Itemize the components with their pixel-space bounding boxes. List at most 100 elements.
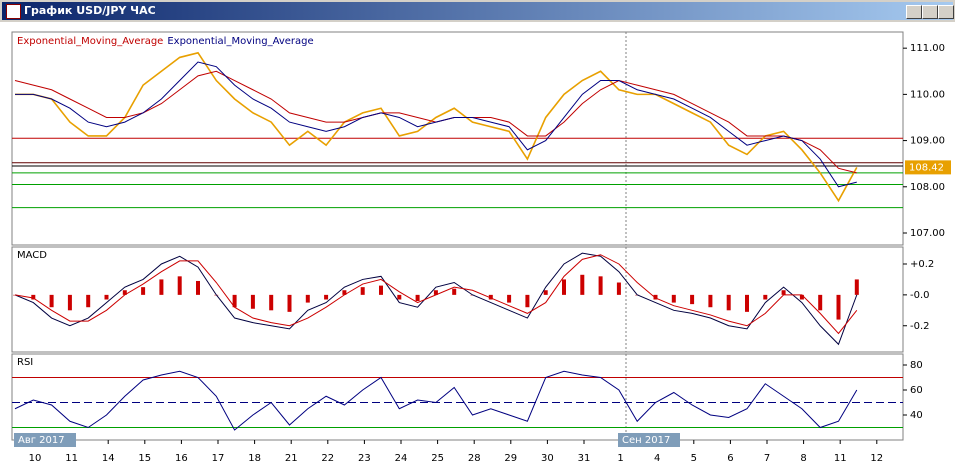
month-label-box bbox=[618, 433, 680, 447]
x-tick-label: 11 bbox=[65, 453, 78, 464]
histogram-bar bbox=[598, 276, 603, 295]
histogram-bar bbox=[379, 285, 383, 295]
panel-frame bbox=[11, 353, 904, 441]
month-label: Сен 2017 bbox=[622, 435, 670, 446]
histogram-bar bbox=[122, 290, 127, 295]
histogram-bar bbox=[324, 294, 329, 300]
x-tick-label: 29 bbox=[504, 453, 517, 464]
histogram-bar bbox=[562, 279, 566, 295]
histogram-bar bbox=[104, 294, 109, 300]
histogram-bar bbox=[708, 294, 713, 308]
x-tick-label: 8 bbox=[800, 453, 806, 464]
x-tick-label: 24 bbox=[395, 453, 408, 464]
histogram-bar bbox=[763, 294, 768, 300]
panel-frame bbox=[11, 246, 904, 353]
histogram-bar bbox=[616, 282, 621, 295]
histogram-bar bbox=[232, 294, 237, 308]
histogram-bar bbox=[543, 290, 548, 295]
legend-entry: Exponential_Moving_Average bbox=[17, 36, 163, 47]
window-icon bbox=[6, 4, 21, 19]
histogram-bar bbox=[305, 294, 310, 303]
y-tick-label: 111.00 bbox=[910, 43, 945, 54]
chart: 111.00 110.00 109.00 108.00 107.00 Exponentia… bbox=[0, 22, 955, 476]
x-tick-label: 31 bbox=[578, 453, 591, 464]
series-line bbox=[14, 370, 858, 431]
histogram-bar bbox=[726, 294, 731, 311]
histogram-bar bbox=[671, 294, 676, 303]
histogram-bar bbox=[690, 294, 695, 305]
panel-title: RSI bbox=[17, 357, 33, 368]
histogram-bar bbox=[488, 294, 493, 300]
y-tick-label: 80 bbox=[910, 360, 923, 371]
x-tick-label: 15 bbox=[138, 453, 151, 464]
series-line bbox=[15, 51, 858, 203]
x-tick-label: 6 bbox=[727, 453, 733, 464]
histogram-bar bbox=[507, 294, 512, 303]
histogram-bar bbox=[397, 294, 402, 300]
histogram-bar bbox=[342, 290, 347, 295]
y-tick-label: -0.2 bbox=[910, 321, 930, 332]
close-button[interactable] bbox=[938, 5, 954, 19]
histogram-bar bbox=[433, 290, 438, 295]
histogram-bar bbox=[86, 294, 91, 308]
x-tick-label: 17 bbox=[212, 453, 225, 464]
y-tick-label: -0.0 bbox=[910, 290, 930, 301]
maximize-button[interactable] bbox=[922, 5, 938, 19]
series-line bbox=[14, 254, 858, 335]
y-tick-label: 107.00 bbox=[910, 228, 945, 239]
histogram-bar bbox=[525, 294, 530, 308]
histogram-bar bbox=[745, 294, 749, 312]
histogram-bar bbox=[452, 288, 457, 295]
histogram-bar bbox=[360, 287, 365, 295]
x-tick-label: 18 bbox=[248, 453, 261, 464]
minimize-button[interactable] bbox=[906, 5, 922, 19]
price-label: 108.42 bbox=[909, 162, 944, 173]
histogram-bar bbox=[580, 274, 585, 295]
y-tick-label: 109.00 bbox=[910, 136, 945, 147]
legend-entry: Exponential_Moving_Average bbox=[167, 36, 313, 47]
x-tick-label: 16 bbox=[175, 453, 188, 464]
histogram-bar bbox=[415, 294, 420, 302]
x-tick-label: 25 bbox=[431, 453, 444, 464]
y-tick-label: 110.00 bbox=[910, 89, 945, 100]
x-tick-label: 1 bbox=[617, 453, 623, 464]
x-tick-label: 30 bbox=[541, 453, 554, 464]
histogram-bar bbox=[836, 294, 841, 320]
x-tick-label: 11 bbox=[834, 453, 847, 464]
price-label-box bbox=[905, 160, 951, 175]
x-tick-label: 23 bbox=[358, 453, 371, 464]
title-bar: График USD/JPY ЧАС bbox=[2, 2, 954, 20]
histogram-bar bbox=[287, 294, 292, 312]
x-tick-label: 7 bbox=[764, 453, 770, 464]
histogram-bar bbox=[818, 294, 823, 311]
histogram-bar bbox=[31, 294, 36, 300]
y-tick-label: +0.2 bbox=[910, 259, 934, 270]
y-tick-label: 108.00 bbox=[910, 182, 945, 193]
x-tick-label: 21 bbox=[285, 453, 298, 464]
histogram-bar bbox=[67, 294, 72, 311]
x-tick-label: 28 bbox=[468, 453, 481, 464]
histogram-bar bbox=[250, 294, 255, 309]
histogram-bar bbox=[269, 294, 274, 311]
x-tick-label: 14 bbox=[102, 453, 115, 464]
y-tick-label: 40 bbox=[910, 410, 923, 421]
histogram-bar bbox=[781, 290, 786, 295]
histogram-bar bbox=[141, 287, 146, 295]
x-tick-label: 5 bbox=[691, 453, 697, 464]
histogram-bar bbox=[177, 276, 182, 295]
x-tick-label: 12 bbox=[870, 453, 883, 464]
histogram-bar bbox=[854, 279, 859, 295]
month-label: Авг 2017 bbox=[18, 435, 65, 446]
y-tick-label: 60 bbox=[910, 385, 923, 396]
histogram-bar bbox=[49, 294, 54, 308]
histogram-bar bbox=[159, 279, 164, 295]
series-line bbox=[14, 252, 858, 346]
chart-background bbox=[0, 22, 955, 476]
x-tick-label: 4 bbox=[654, 453, 660, 464]
window-title: График USD/JPY ЧАС bbox=[24, 4, 156, 17]
histogram-bar bbox=[196, 280, 200, 295]
x-tick-label: 22 bbox=[321, 453, 334, 464]
histogram-bar bbox=[799, 294, 804, 300]
x-tick-label: 10 bbox=[29, 453, 42, 464]
